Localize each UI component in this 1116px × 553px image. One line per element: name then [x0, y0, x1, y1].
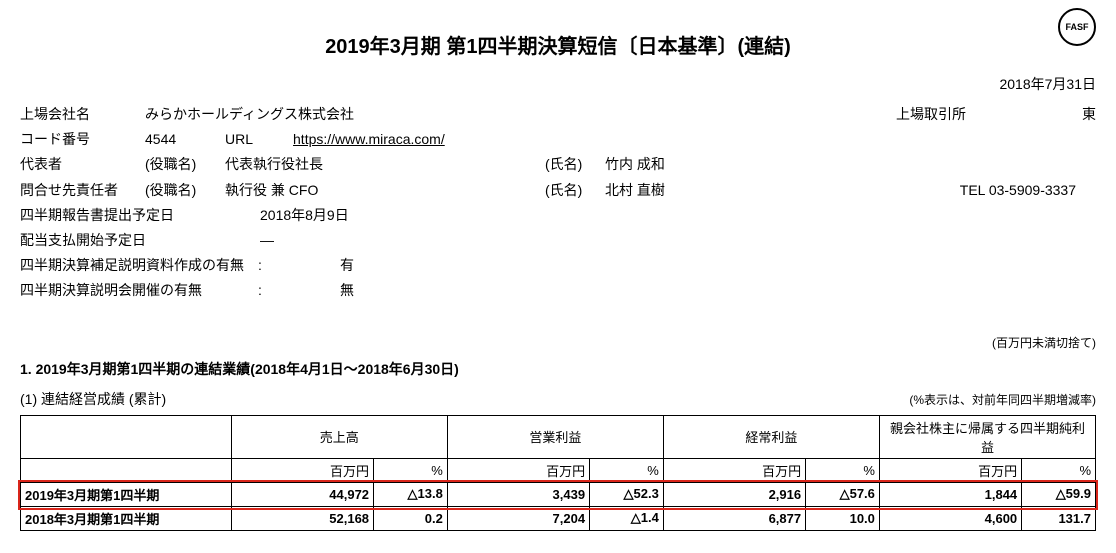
unit-0: 百万円 [231, 458, 373, 482]
cell: 4,600 [879, 506, 1021, 530]
header-ord-income: 経常利益 [663, 415, 879, 458]
report-filing-label: 四半期報告書提出予定日 [20, 203, 260, 228]
rep-role-label: (役職名) [145, 152, 225, 177]
contact-row: 問合せ先責任者 (役職名) 執行役 兼 CFO (氏名) 北村 直樹 TEL 0… [20, 178, 1096, 203]
report-date: 2018年7月31日 [20, 74, 1096, 94]
rep-role-value: 代表執行役社長 [225, 152, 515, 177]
cell: 2,916 [663, 482, 805, 506]
contact-name-value: 北村 直樹 [605, 178, 665, 203]
rep-name-label: (氏名) [545, 152, 605, 177]
unit-6: 百万円 [879, 458, 1021, 482]
supplementary-value: 有 [340, 253, 354, 278]
rep-name-value: 竹内 成和 [605, 152, 665, 177]
cell: 52,168 [231, 506, 373, 530]
table-header-row: 売上高 営業利益 経常利益 親会社株主に帰属する四半期純利益 [21, 415, 1096, 458]
company-name-row: 上場会社名 みらかホールディングス株式会社 上場取引所 東 [20, 102, 1096, 127]
meeting-row: 四半期決算説明会開催の有無 : 無 [20, 278, 1096, 303]
cell: △52.3 [590, 482, 664, 506]
company-info-block: 上場会社名 みらかホールディングス株式会社 上場取引所 東 コード番号 4544… [20, 102, 1096, 304]
row-label: 2019年3月期第1四半期 [21, 482, 232, 506]
code-value: 4544 [145, 127, 225, 152]
contact-label: 問合せ先責任者 [20, 178, 145, 203]
code-row: コード番号 4544 URL https://www.miraca.com/ [20, 127, 1096, 152]
unit-3: % [590, 458, 664, 482]
dividend-date-row: 配当支払開始予定日 ― [20, 228, 1096, 253]
fasf-logo: FASF [1058, 8, 1096, 46]
cell: 131.7 [1022, 506, 1096, 530]
supplementary-row: 四半期決算補足説明資料作成の有無 : 有 [20, 253, 1096, 278]
cell: △59.9 [1022, 482, 1096, 506]
exchange-label: 上場取引所 [896, 102, 1016, 127]
section1-title: 1. 2019年3月期第1四半期の連結業績(2018年4月1日～2018年6月3… [20, 359, 1096, 379]
blank-header [21, 415, 232, 458]
rep-label: 代表者 [20, 152, 145, 177]
dividend-date-value: ― [260, 228, 274, 253]
representative-row: 代表者 (役職名) 代表執行役社長 (氏名) 竹内 成和 [20, 152, 1096, 177]
cell: 1,844 [879, 482, 1021, 506]
row-label: 2018年3月期第1四半期 [21, 506, 232, 530]
results-table-wrap: 売上高 営業利益 経常利益 親会社株主に帰属する四半期純利益 百万円 % 百万円… [20, 415, 1096, 531]
table-unit-row: 百万円 % 百万円 % 百万円 % 百万円 % [21, 458, 1096, 482]
cell: △57.6 [806, 482, 880, 506]
company-name-label: 上場会社名 [20, 102, 145, 127]
meeting-value: 無 [340, 278, 354, 303]
contact-name-label: (氏名) [545, 178, 605, 203]
unit-1: % [374, 458, 448, 482]
cell: △1.4 [590, 506, 664, 530]
unit-7: % [1022, 458, 1096, 482]
header-op-income: 営業利益 [447, 415, 663, 458]
cell: 0.2 [374, 506, 448, 530]
cell: △13.8 [374, 482, 448, 506]
cell: 6,877 [663, 506, 805, 530]
cell: 44,972 [231, 482, 373, 506]
table-row: 2019年3月期第1四半期44,972△13.83,439△52.32,916△… [21, 482, 1096, 506]
contact-role-value: 執行役 兼 CFO [225, 178, 515, 203]
contact-role-label: (役職名) [145, 178, 225, 203]
sub1-title: (1) 連結経営成績 (累計) [20, 389, 166, 409]
company-name-value: みらかホールディングス株式会社 [145, 102, 354, 127]
header-sales: 売上高 [231, 415, 447, 458]
tel-value: 03-5909-3337 [989, 182, 1076, 198]
report-filing-value: 2018年8月9日 [260, 203, 349, 228]
unit-5: % [806, 458, 880, 482]
url-link[interactable]: https://www.miraca.com/ [293, 127, 445, 152]
header-net-income: 親会社株主に帰属する四半期純利益 [879, 415, 1095, 458]
unit-blank [21, 458, 232, 482]
table-row: 2018年3月期第1四半期52,1680.27,204△1.46,87710.0… [21, 506, 1096, 530]
document-title: 2019年3月期 第1四半期決算短信〔日本基準〕(連結) [20, 30, 1096, 59]
unit-2: 百万円 [447, 458, 589, 482]
exchange-value: 東 [1016, 102, 1096, 127]
report-filing-row: 四半期報告書提出予定日 2018年8月9日 [20, 203, 1096, 228]
logo-text: FASF [1065, 23, 1088, 32]
meeting-label: 四半期決算説明会開催の有無 : [20, 278, 340, 303]
cell: 10.0 [806, 506, 880, 530]
cell: 7,204 [447, 506, 589, 530]
cell: 3,439 [447, 482, 589, 506]
unit-4: 百万円 [663, 458, 805, 482]
code-label: コード番号 [20, 127, 145, 152]
supplementary-label: 四半期決算補足説明資料作成の有無 : [20, 253, 340, 278]
pct-note: (%表示は、対前年同四半期増減率) [909, 391, 1096, 408]
tel-label: TEL [960, 182, 985, 198]
unit-note: (百万円未満切捨て) [20, 334, 1096, 351]
results-table: 売上高 営業利益 経常利益 親会社株主に帰属する四半期純利益 百万円 % 百万円… [20, 415, 1096, 531]
url-label: URL [225, 127, 253, 152]
dividend-date-label: 配当支払開始予定日 [20, 228, 260, 253]
